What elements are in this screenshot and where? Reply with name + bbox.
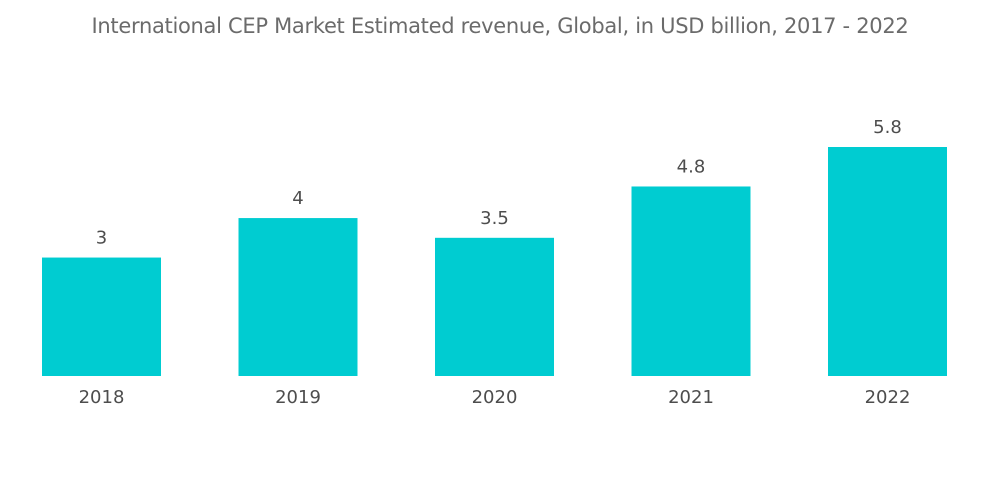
bar-2020 [435, 237, 554, 376]
data-label-2020: 3.5 [480, 208, 509, 229]
x-tick-label-2021: 2021 [668, 387, 714, 408]
chart-title: International CEP Market Estimated reven… [91, 14, 909, 38]
data-label-2019: 4 [292, 188, 303, 209]
data-label-2021: 4.8 [677, 156, 706, 177]
bar-2021 [631, 186, 751, 376]
bar-2019 [238, 218, 358, 376]
data-label-2018: 3 [96, 228, 107, 249]
x-tick-label-2022: 2022 [865, 387, 911, 408]
data-label-2022: 5.8 [873, 117, 902, 138]
bar-2022 [828, 147, 947, 376]
bar-2018 [42, 257, 161, 376]
x-tick-label-2019: 2019 [275, 387, 321, 408]
x-tick-label-2018: 2018 [79, 387, 125, 408]
x-tick-label-2020: 2020 [472, 387, 518, 408]
